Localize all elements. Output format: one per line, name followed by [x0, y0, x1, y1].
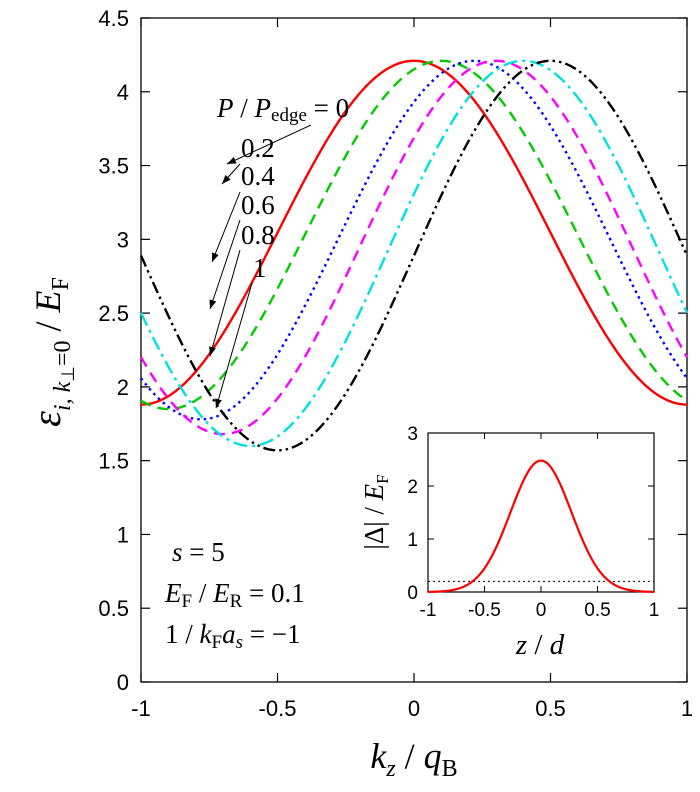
x-axis-label: kz / qB — [370, 736, 457, 782]
series-line-1 — [139, 59, 689, 452]
annotation-ef-er: EF / ER = 0.1 — [164, 578, 305, 612]
inset-x-label: z / d — [515, 629, 565, 661]
legend-value-2: 0.4 — [241, 161, 275, 191]
legend-arrowhead-1 — [222, 174, 231, 184]
legend-arrow-4 — [209, 249, 241, 357]
inset-y-label: |Δ| / EF — [359, 474, 392, 549]
main-axis-ticks: -1 -0.5 0 0.5 1 0 0.5 1 1.5 2 2.5 3 3.5 4 4.5 — [98, 6, 693, 721]
legend-arrow-0 — [226, 124, 312, 165]
series-line-0-6 — [139, 59, 689, 436]
inset-x-tick-label-3: 0.5 — [584, 600, 610, 621]
x-tick-label-4: 1 — [681, 696, 693, 721]
inset-series-group — [427, 459, 655, 593]
legend-title: P / Pedge = 0 — [216, 93, 349, 126]
inset-axis-ticks: -1 -0.5 0 0.5 1 0 1 2 3 — [407, 424, 659, 621]
inset-y-tick-label-3: 3 — [407, 424, 418, 445]
x-tick-label-3: 0.5 — [535, 696, 566, 721]
inset-y-tick-label-1: 1 — [407, 530, 418, 551]
inset-background — [428, 433, 654, 592]
y-tick-label-7: 3.5 — [98, 154, 129, 179]
svg-text:εi, k⊥=0 / EF: εi, k⊥=0 / EF — [24, 277, 78, 427]
legend-arrowhead-3 — [209, 299, 217, 309]
legend-arrow-2 — [211, 191, 241, 263]
y-tick-label-1: 0.5 — [98, 596, 129, 621]
series-line-0-2 — [140, 59, 688, 411]
x-tick-label-1: -0.5 — [259, 696, 297, 721]
inset-y-tick-label-2: 2 — [407, 477, 418, 498]
annotation-s: s = 5 — [172, 537, 225, 567]
main-series-group — [139, 59, 689, 452]
y-tick-label-8: 4 — [117, 80, 129, 105]
y-tick-label-6: 3 — [117, 227, 129, 252]
svg-text:z / d: z / d — [515, 629, 565, 661]
inset-x-tick-label-2: 0 — [536, 600, 547, 621]
x-tick-label-2: 0 — [408, 696, 420, 721]
inset-series-line — [427, 459, 655, 593]
legend-value-4: 0.8 — [241, 220, 275, 250]
series-line-0-8 — [139, 59, 689, 448]
legend-arrowhead-2 — [212, 252, 219, 262]
y-tick-label-5: 2.5 — [98, 301, 129, 326]
y-tick-label-9: 4.5 — [98, 6, 129, 31]
legend-arrow-5 — [215, 282, 253, 409]
inset-y-tick-label-0: 0 — [407, 583, 418, 604]
inset-x-tick-label-1: -0.5 — [468, 600, 501, 621]
y-tick-label-4: 2 — [117, 375, 129, 400]
legend-arrowhead-0 — [227, 157, 237, 164]
legend-arrow-3 — [209, 219, 241, 310]
annotation-kfas: 1 / kFas = −1 — [165, 619, 300, 653]
inset-x-tick-label-4: 1 — [649, 600, 660, 621]
series-line-0 — [140, 59, 688, 406]
y-tick-label-3: 1.5 — [98, 449, 129, 474]
legend-arrowhead-4 — [209, 346, 216, 356]
legend-value-1: 0.2 — [241, 133, 275, 163]
legend: P / Pedge = 0 0.20.40.60.81 — [209, 93, 349, 409]
legend-arrowhead-5 — [215, 398, 222, 408]
svg-text:kz / qB: kz / qB — [370, 736, 457, 782]
y-axis-label: εi, k⊥=0 / EF — [24, 277, 78, 427]
x-tick-label-0: -1 — [131, 696, 151, 721]
legend-value-5: 1 — [253, 253, 267, 283]
y-tick-label-0: 0 — [117, 670, 129, 695]
legend-value-3: 0.6 — [241, 190, 275, 220]
parameter-annotation: s = 5 EF / ER = 0.1 1 / kFas = −1 — [164, 537, 305, 653]
svg-text:|Δ| / EF: |Δ| / EF — [359, 474, 392, 549]
inset-x-tick-label-0: -1 — [420, 600, 437, 621]
series-line-0-4 — [140, 59, 688, 421]
y-tick-label-2: 1 — [117, 522, 129, 547]
